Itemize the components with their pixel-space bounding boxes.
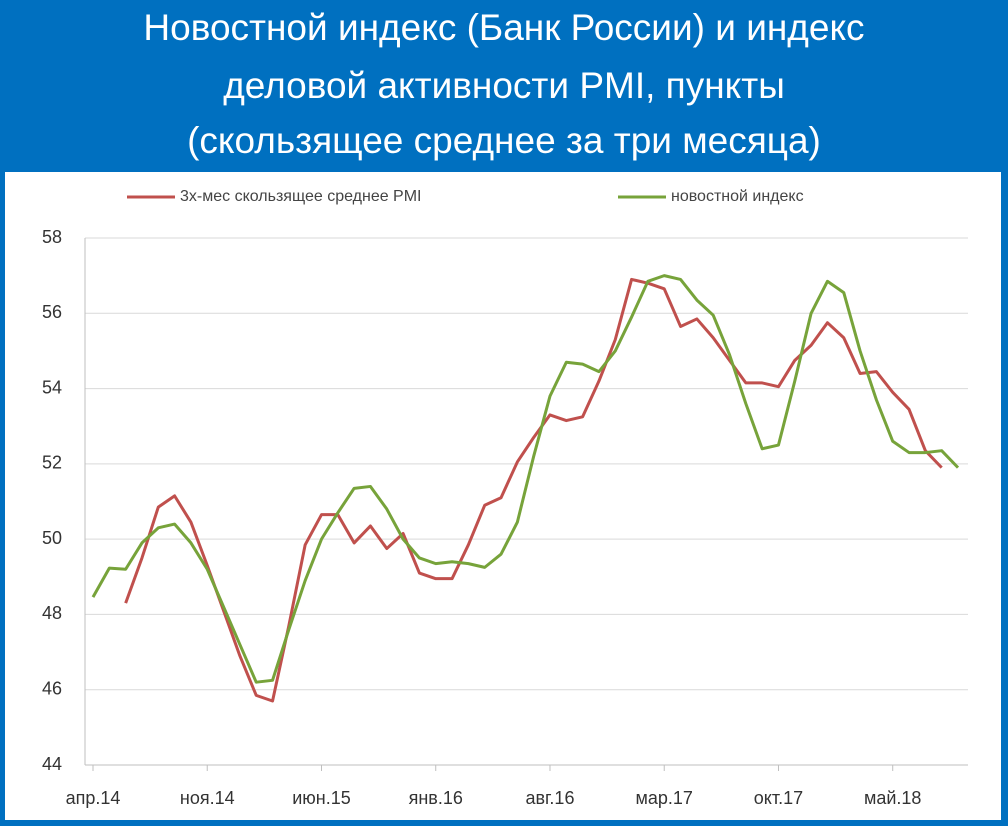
y-tick-label: 54 bbox=[42, 377, 62, 397]
x-tick-label: янв.16 bbox=[409, 788, 463, 808]
series-line bbox=[91, 274, 960, 684]
legend-label: 3х-мес скользящее среднее PMI bbox=[180, 188, 422, 205]
x-tick-label: июн.15 bbox=[292, 788, 351, 808]
x-tick-label: окт.17 bbox=[754, 788, 803, 808]
y-tick-label: 56 bbox=[42, 302, 62, 322]
x-tick-label: апр.14 bbox=[66, 788, 121, 808]
chart-title: Новостной индекс (Банк России) и индекс bbox=[143, 7, 864, 48]
chart-title: (скользящее среднее за три месяца) bbox=[187, 120, 821, 161]
legend-label: новостной индекс bbox=[671, 188, 804, 205]
y-tick-label: 48 bbox=[42, 603, 62, 623]
chart-title: деловой активности PMI, пункты bbox=[223, 65, 785, 106]
y-tick-label: 52 bbox=[42, 453, 62, 473]
x-tick-label: май.18 bbox=[864, 788, 921, 808]
x-tick-label: авг.16 bbox=[525, 788, 574, 808]
y-tick-label: 44 bbox=[42, 754, 62, 774]
x-tick-label: ноя.14 bbox=[180, 788, 235, 808]
y-tick-label: 58 bbox=[42, 227, 62, 247]
y-tick-label: 46 bbox=[42, 678, 62, 698]
x-tick-label: мар.17 bbox=[636, 788, 693, 808]
y-tick-label: 50 bbox=[42, 528, 62, 548]
series-line bbox=[124, 277, 943, 703]
